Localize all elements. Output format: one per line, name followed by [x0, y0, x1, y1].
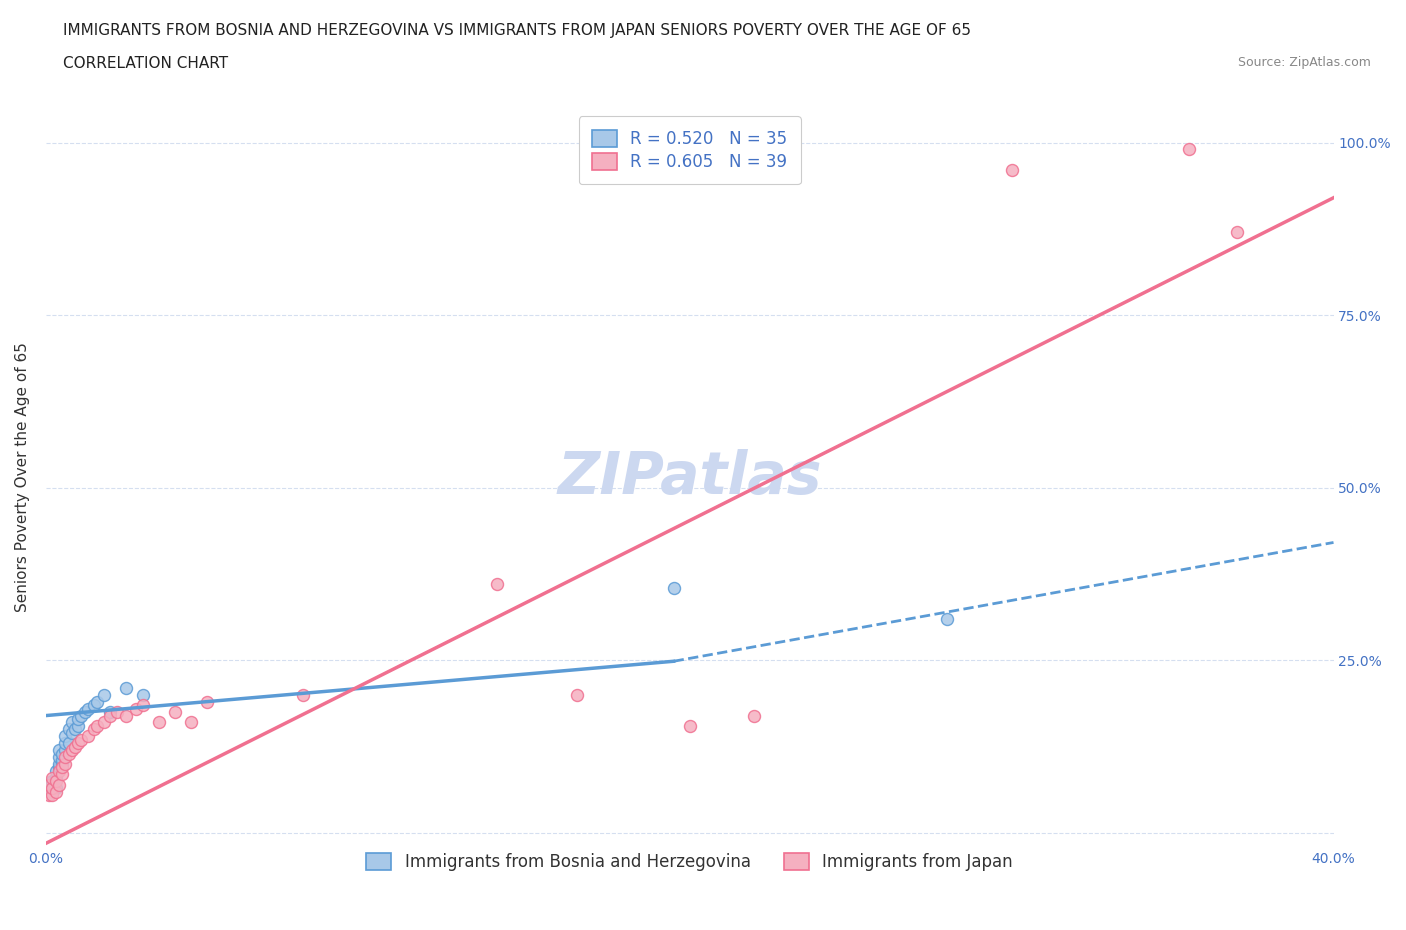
Point [73, 705, 96, 720]
Point [63, 722, 86, 737]
Point [195, 695, 218, 710]
Point [1177, 142, 1199, 157]
Point [38, 777, 60, 792]
Point [98, 708, 121, 723]
Point [1226, 225, 1249, 240]
Point [1001, 163, 1024, 178]
Point [38, 780, 60, 795]
Point [148, 715, 170, 730]
Text: IMMIGRANTS FROM BOSNIA AND HERZEGOVINA VS IMMIGRANTS FROM JAPAN SENIORS POVERTY : IMMIGRANTS FROM BOSNIA AND HERZEGOVINA V… [63, 23, 972, 38]
Point [51, 760, 73, 775]
Point [45, 784, 67, 799]
Point [60, 725, 83, 740]
Point [93, 687, 115, 702]
Point [131, 687, 153, 702]
Point [180, 715, 202, 730]
Point [936, 611, 959, 626]
Point [163, 705, 186, 720]
Point [48, 743, 70, 758]
Point [48, 756, 70, 771]
Point [41, 784, 63, 799]
Point [67, 736, 90, 751]
Point [38, 777, 60, 792]
Point [41, 788, 63, 803]
Point [70, 732, 93, 747]
Point [86, 719, 108, 734]
Point [51, 746, 73, 761]
Point [742, 708, 765, 723]
Point [41, 780, 63, 795]
Point [115, 681, 138, 696]
Point [63, 739, 86, 754]
Point [48, 777, 70, 792]
Point [45, 764, 67, 778]
Point [115, 708, 138, 723]
Text: CORRELATION CHART: CORRELATION CHART [63, 56, 228, 71]
Point [48, 750, 70, 764]
Point [48, 764, 70, 778]
Point [48, 760, 70, 775]
Point [38, 788, 60, 803]
Point [53, 729, 76, 744]
Text: Source: ZipAtlas.com: Source: ZipAtlas.com [1237, 56, 1371, 69]
Point [485, 577, 508, 591]
Point [83, 722, 105, 737]
Point [53, 756, 76, 771]
Point [565, 687, 588, 702]
Point [292, 687, 315, 702]
Point [83, 698, 105, 712]
Point [662, 580, 685, 595]
Point [58, 746, 80, 761]
Y-axis label: Seniors Poverty Over the Age of 65: Seniors Poverty Over the Age of 65 [15, 342, 30, 612]
Point [125, 701, 148, 716]
Point [98, 705, 121, 720]
Point [131, 698, 153, 712]
Point [60, 743, 83, 758]
Point [41, 770, 63, 785]
Point [58, 736, 80, 751]
Point [67, 711, 90, 726]
Point [67, 719, 90, 734]
Point [76, 701, 98, 716]
Legend: Immigrants from Bosnia and Herzegovina, Immigrants from Japan: Immigrants from Bosnia and Herzegovina, … [359, 844, 1021, 879]
Point [58, 722, 80, 737]
Point [679, 719, 702, 734]
Point [51, 753, 73, 768]
Point [45, 774, 67, 789]
Point [53, 743, 76, 758]
Point [53, 750, 76, 764]
Point [70, 708, 93, 723]
Text: ZIPatlas: ZIPatlas [558, 449, 823, 506]
Point [51, 756, 73, 771]
Point [45, 780, 67, 795]
Point [76, 729, 98, 744]
Point [105, 705, 128, 720]
Point [86, 695, 108, 710]
Point [60, 715, 83, 730]
Point [93, 715, 115, 730]
Point [51, 767, 73, 782]
Point [45, 770, 67, 785]
Point [53, 736, 76, 751]
Point [41, 774, 63, 789]
